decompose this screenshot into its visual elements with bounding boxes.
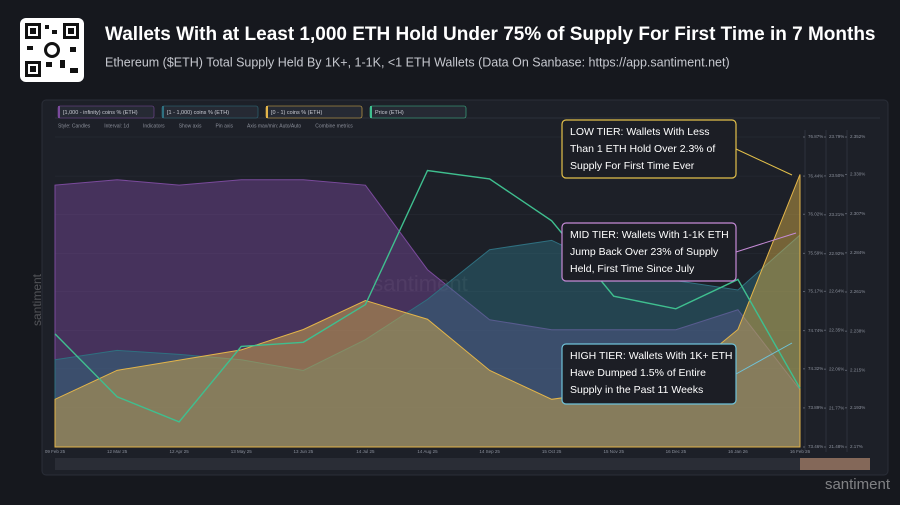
x-tick-label: 15 Nov 25: [603, 449, 624, 454]
toolbar-item[interactable]: Axis max/min: Auto/Auto: [247, 123, 301, 129]
y-tick-label: 2.17%: [850, 444, 863, 449]
y-tick-label: 2.284%: [850, 250, 865, 255]
subtitle: Ethereum ($ETH) Total Supply Held By 1K+…: [105, 55, 730, 69]
annotation-arrow: [735, 342, 793, 375]
toolbar-item[interactable]: Show axis: [179, 123, 202, 129]
y-tick-label: 22.35%: [829, 327, 844, 332]
y-tick-label: 2.215%: [850, 368, 865, 373]
annotation-arrow: [735, 148, 793, 176]
y-tick-label: 23.21%: [829, 212, 844, 217]
toolbar-item[interactable]: Combine metrics: [315, 123, 353, 129]
y-tick-label: 2.352%: [850, 134, 865, 139]
y-tick-label: 74.32%: [808, 366, 823, 371]
legend-swatch: [58, 106, 60, 118]
price-line: [54, 169, 801, 423]
annotation-text: Held, First Time Since July: [570, 263, 695, 275]
y-tick-label: 75.59%: [808, 251, 823, 256]
x-tick-label: 12 Apr 25: [170, 449, 190, 454]
annotation-text: Than 1 ETH Hold Over 2.3% of: [570, 143, 715, 155]
area: [54, 174, 801, 448]
y-tick-label: 76.02%: [808, 211, 823, 216]
toolbar-item[interactable]: Pin axis: [215, 123, 233, 129]
legend-label: [1 - 1,000) coins % (ETH): [167, 110, 229, 116]
annotation-text: Have Dumped 1.5% of Entire: [570, 367, 706, 379]
annotation-text: Supply in the Past 11 Weeks: [570, 384, 703, 396]
annotation-text: HIGH TIER: Wallets With 1K+ ETH: [570, 350, 733, 362]
x-tick-label: 14 Jul 25: [356, 449, 375, 454]
x-tick-label: 16 Dec 25: [666, 449, 687, 454]
annotation-box: [561, 119, 737, 179]
y-tick-label: 76.44%: [808, 173, 823, 178]
x-tick-label: 16 Jan 26: [728, 449, 748, 454]
x-tick-label: 13 Jun 25: [293, 449, 313, 454]
navigator-window: [800, 458, 870, 470]
toolbar-item[interactable]: Style: Candles: [58, 123, 91, 129]
annotation-box: [561, 343, 737, 405]
legend-swatch: [370, 106, 372, 118]
x-tick-label: 15 Oct 25: [542, 449, 562, 454]
y-tick-label: 73.89%: [808, 405, 823, 410]
navigator: [55, 458, 800, 470]
watermark-corner: santiment: [825, 476, 891, 493]
x-tick-label: 14 Sep 25: [479, 449, 500, 454]
legend-label: Price (ETH): [375, 110, 404, 116]
legend-label: [0 - 1) coins % (ETH): [271, 110, 323, 116]
y-tick-label: 2.261%: [850, 289, 865, 294]
x-tick-label: 12 Mar 25: [107, 449, 128, 454]
y-tick-label: 22.06%: [829, 366, 844, 371]
annotation-arrow: [735, 232, 797, 253]
x-tick-label: 14 Aug 25: [417, 449, 438, 454]
annotation-text: MID TIER: Wallets With 1-1K ETH: [570, 229, 729, 241]
y-tick-label: 23.50%: [829, 173, 844, 178]
y-tick-label: 2.330%: [850, 172, 865, 177]
x-tick-label: 09 Feb 25: [45, 449, 66, 454]
y-tick-label: 73.46%: [808, 444, 823, 449]
annotation-text: Jump Back Over 23% of Supply: [570, 246, 719, 258]
y-tick-label: 2.193%: [850, 405, 865, 410]
y-tick-label: 22.92%: [829, 251, 844, 256]
qr-code: [20, 18, 84, 82]
watermark-side: santiment: [30, 273, 44, 326]
toolbar-item[interactable]: Interval: 1d: [104, 123, 129, 129]
y-tick-label: 2.238%: [850, 328, 865, 333]
y-tick-label: 75.17%: [808, 289, 823, 294]
title: Wallets With at Least 1,000 ETH Hold Und…: [105, 24, 876, 45]
x-tick-label: 13 May 25: [231, 449, 253, 454]
y-tick-label: 23.79%: [829, 134, 844, 139]
x-tick-label: 16 Feb 26: [790, 449, 811, 454]
y-tick-label: 22.64%: [829, 289, 844, 294]
y-tick-label: 21.77%: [829, 405, 844, 410]
y-tick-label: 2.307%: [850, 211, 865, 216]
legend-label: [1,000 - infinity) coins % (ETH): [63, 110, 138, 116]
annotation-text: Supply For First Time Ever: [570, 160, 695, 172]
toolbar-item[interactable]: Indicators: [143, 123, 165, 129]
y-tick-label: 76.87%: [808, 134, 823, 139]
y-tick-label: 74.74%: [808, 328, 823, 333]
y-tick-label: 21.48%: [829, 444, 844, 449]
legend-swatch: [266, 106, 268, 118]
annotation-box: [561, 222, 737, 282]
legend-swatch: [162, 106, 164, 118]
annotation-text: LOW TIER: Wallets With Less: [570, 126, 709, 138]
